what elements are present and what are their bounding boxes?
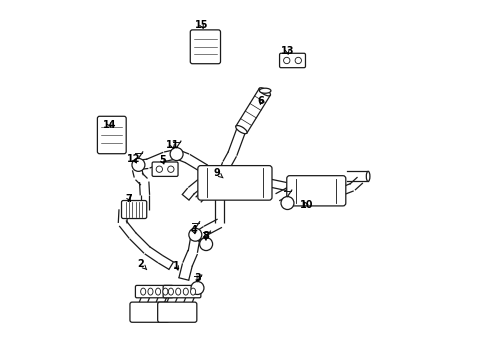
Ellipse shape	[148, 288, 153, 295]
Text: 7: 7	[126, 194, 132, 204]
Circle shape	[189, 228, 202, 241]
Text: 10: 10	[299, 200, 313, 210]
Text: 6: 6	[258, 96, 265, 106]
Text: 14: 14	[103, 120, 117, 130]
Circle shape	[170, 148, 183, 161]
Text: 4: 4	[191, 225, 197, 235]
FancyBboxPatch shape	[98, 116, 126, 154]
Ellipse shape	[236, 126, 247, 134]
Circle shape	[132, 158, 145, 171]
Ellipse shape	[169, 288, 173, 295]
Text: 8: 8	[202, 231, 209, 241]
Circle shape	[191, 282, 204, 294]
Text: 3: 3	[195, 273, 201, 283]
Ellipse shape	[191, 288, 196, 295]
Ellipse shape	[175, 288, 181, 295]
FancyBboxPatch shape	[158, 302, 197, 322]
Circle shape	[199, 238, 213, 251]
Circle shape	[281, 197, 294, 210]
Text: 5: 5	[159, 155, 166, 165]
Ellipse shape	[163, 288, 168, 295]
Circle shape	[168, 166, 174, 172]
Text: 15: 15	[195, 20, 209, 30]
FancyBboxPatch shape	[152, 162, 178, 176]
Ellipse shape	[259, 88, 270, 96]
Text: 2: 2	[137, 258, 147, 270]
Text: 9: 9	[214, 168, 223, 178]
Ellipse shape	[183, 288, 188, 295]
Ellipse shape	[367, 171, 370, 181]
Text: 11: 11	[166, 140, 179, 150]
FancyBboxPatch shape	[190, 30, 220, 64]
Ellipse shape	[259, 88, 271, 93]
FancyBboxPatch shape	[280, 53, 305, 68]
Ellipse shape	[155, 288, 161, 295]
Circle shape	[156, 166, 163, 172]
FancyBboxPatch shape	[163, 285, 201, 298]
FancyBboxPatch shape	[287, 176, 346, 206]
Text: 12: 12	[127, 154, 141, 164]
FancyBboxPatch shape	[198, 166, 272, 200]
Text: 13: 13	[281, 46, 294, 56]
FancyBboxPatch shape	[130, 302, 169, 322]
FancyBboxPatch shape	[122, 201, 147, 219]
Circle shape	[295, 57, 301, 64]
Text: 1: 1	[173, 261, 180, 271]
FancyBboxPatch shape	[135, 285, 173, 298]
Ellipse shape	[141, 288, 146, 295]
Circle shape	[284, 57, 290, 64]
